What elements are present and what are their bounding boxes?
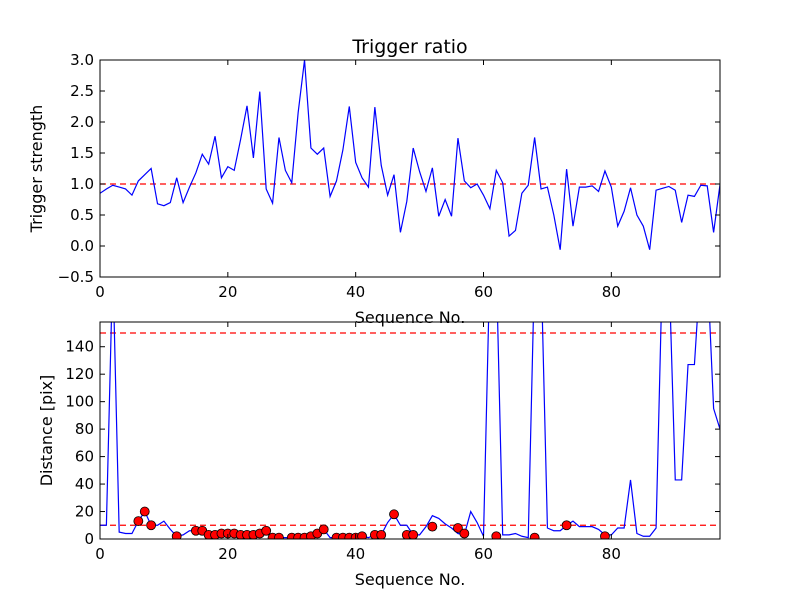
y-tick-label: 3.0 — [70, 51, 94, 69]
x-tick-label: 20 — [218, 283, 237, 301]
series-line — [100, 60, 720, 250]
x-tick-label: 40 — [346, 545, 365, 563]
chart-title: Trigger ratio — [351, 36, 467, 58]
distance-chart: 0 20 40 60 80 0 20 40 60 80 100 120 140 Sequence No.… — [37, 321, 721, 589]
plot-frame — [99, 321, 721, 540]
y-tick-label: 2.5 — [70, 82, 94, 100]
data-point-marker — [139, 506, 150, 517]
series-lines — [100, 60, 720, 250]
x-tick-label: 60 — [474, 283, 493, 301]
data-point-marker — [453, 523, 463, 533]
data-point-marker — [600, 531, 610, 539]
data-point-marker — [408, 529, 419, 539]
y-axis-label: Trigger strength — [27, 105, 46, 234]
y-tick-label: 20 — [75, 503, 94, 521]
y-axis-label: Distance [pix] — [37, 375, 56, 487]
data-point-marker — [427, 521, 438, 532]
data-point-marker — [357, 531, 367, 539]
x-axis-label: Sequence No. — [355, 308, 466, 327]
data-point-marker — [318, 524, 329, 535]
data-point-marker — [171, 531, 182, 539]
y-tick-label: 1.0 — [70, 175, 94, 193]
plot-frame — [99, 59, 721, 278]
y-tick-label: 60 — [75, 448, 94, 466]
marker-points — [133, 506, 610, 539]
y-tick-label: 1.5 — [70, 144, 94, 162]
y-tick-label: 0.5 — [70, 206, 94, 224]
y-tick-label: 0.0 — [70, 237, 94, 255]
x-tick-label: 60 — [474, 545, 493, 563]
data-point-marker — [491, 531, 502, 539]
data-point-marker — [146, 520, 157, 531]
x-tick-label: 0 — [95, 283, 105, 301]
y-tick-label: 2.0 — [70, 113, 94, 131]
x-tick-label: 40 — [346, 283, 365, 301]
x-tick-label: 80 — [602, 545, 621, 563]
data-point-marker — [529, 532, 540, 539]
y-tick-label: 40 — [75, 475, 94, 493]
x-tick-label: 0 — [95, 545, 105, 563]
y-tick-label: 0 — [84, 530, 94, 548]
data-point-marker — [459, 528, 470, 539]
axis-ticks: 0 20 40 60 80 −0.5 0.0 0.5 1.0 1.5 2.0 2.5 3.0 — [58, 51, 720, 301]
axis-ticks: 0 20 40 60 80 0 20 40 60 80 100 120 140 — [65, 322, 720, 563]
threshold-lines — [100, 332, 720, 526]
data-point-marker — [133, 516, 144, 527]
data-point-marker — [261, 525, 272, 536]
x-tick-label: 80 — [602, 283, 621, 301]
x-tick-label: 20 — [218, 545, 237, 563]
data-point-marker — [561, 520, 572, 531]
y-tick-label: 140 — [65, 338, 94, 356]
x-axis-label: Sequence No. — [355, 570, 466, 589]
y-tick-label: 100 — [65, 393, 94, 411]
y-tick-label: 80 — [75, 420, 94, 438]
y-tick-label: −0.5 — [58, 268, 94, 286]
y-tick-label: 120 — [65, 365, 94, 383]
data-point-marker — [376, 529, 387, 539]
data-point-marker — [274, 532, 284, 539]
data-point-marker — [389, 509, 399, 520]
